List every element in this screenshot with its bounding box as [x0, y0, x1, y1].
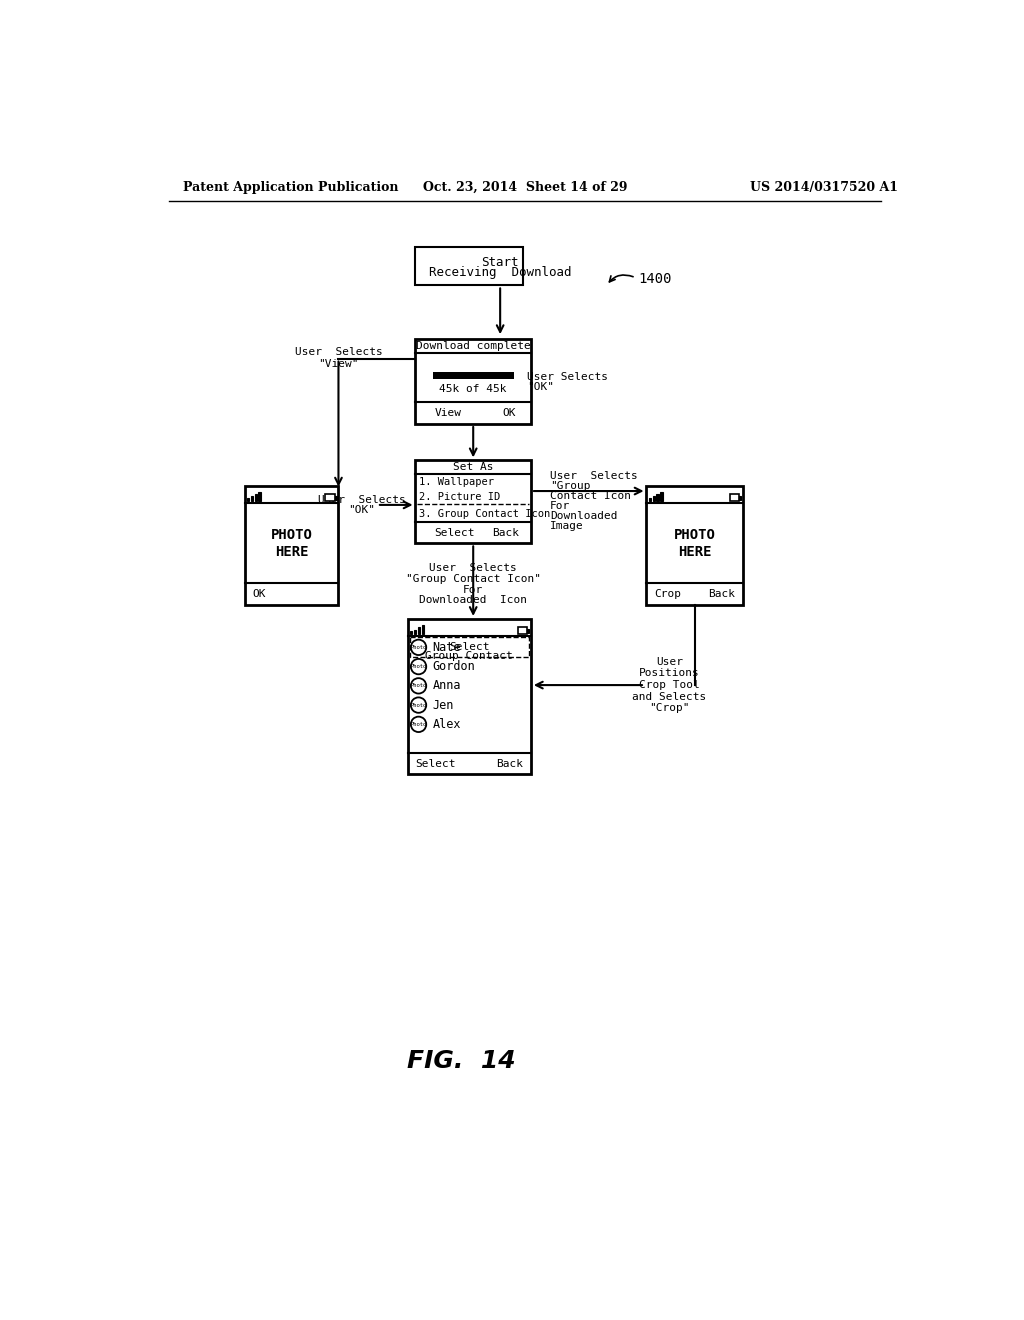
Text: Patent Application Publication: Patent Application Publication [183, 181, 398, 194]
Text: For: For [550, 500, 570, 511]
Text: Gordon: Gordon [432, 660, 475, 673]
Bar [414, 630, 416, 635]
Text: PHOTO
HERE: PHOTO HERE [270, 528, 312, 558]
Text: Set As: Set As [453, 462, 494, 473]
Text: 3. Group Contact Icon: 3. Group Contact Icon [419, 510, 551, 519]
Bar [408, 619, 531, 775]
Text: Select: Select [450, 642, 489, 652]
Text: "OK": "OK" [348, 506, 375, 515]
Text: Oct. 23, 2014  Sheet 14 of 29: Oct. 23, 2014 Sheet 14 of 29 [423, 181, 627, 194]
Bar [660, 492, 663, 502]
Text: Back: Back [493, 528, 519, 537]
Text: Photo: Photo [411, 684, 427, 688]
Text: Jen: Jen [432, 698, 454, 711]
Bar [518, 627, 527, 635]
Text: Receiving  Download: Receiving Download [429, 265, 571, 279]
Bar [326, 494, 335, 502]
Bar [739, 495, 741, 499]
Text: "OK": "OK" [527, 381, 554, 392]
Text: US 2014/0317520 A1: US 2014/0317520 A1 [750, 181, 898, 194]
Text: 2. Picture ID: 2. Picture ID [419, 492, 501, 502]
Bar [418, 627, 420, 635]
Text: Photo: Photo [411, 645, 427, 649]
Text: User
Positions
Crop Tool
and Selects
"Crop": User Positions Crop Tool and Selects "Cr… [633, 657, 707, 713]
Text: User Selects: User Selects [527, 372, 608, 381]
Text: 45k of 45k: 45k of 45k [439, 384, 507, 395]
Bar [258, 492, 261, 502]
Bar [652, 496, 655, 502]
Bar [335, 495, 337, 499]
Bar [416, 461, 531, 544]
Text: Contact Icon: Contact Icon [550, 491, 631, 500]
Text: OK: OK [252, 589, 265, 599]
Bar [646, 486, 742, 605]
Text: Back: Back [708, 589, 735, 599]
Bar [433, 372, 514, 379]
Text: Downloaded  Icon: Downloaded Icon [419, 595, 527, 606]
Text: Photo: Photo [411, 702, 427, 708]
Bar [527, 628, 529, 632]
Text: Group Contact: Group Contact [426, 651, 513, 661]
Text: User  Selects: User Selects [295, 347, 382, 358]
Bar [730, 494, 739, 502]
Bar [656, 494, 658, 502]
Text: Download complete: Download complete [416, 342, 530, 351]
Text: "Group: "Group [550, 480, 591, 491]
Text: Image: Image [550, 520, 584, 531]
Text: Crop: Crop [654, 589, 681, 599]
Bar [649, 498, 651, 502]
Text: "View": "View" [318, 359, 358, 370]
Text: Alex: Alex [432, 718, 461, 731]
Text: Select: Select [435, 528, 475, 537]
Text: User  Selects: User Selects [317, 495, 406, 506]
Bar [416, 247, 523, 285]
Bar [247, 498, 249, 502]
Text: 1400: 1400 [639, 272, 673, 286]
Bar [422, 626, 424, 635]
Text: Select: Select [416, 759, 456, 768]
Text: Anna: Anna [432, 680, 461, 693]
Text: Downloaded: Downloaded [550, 511, 617, 520]
Text: Start: Start [481, 256, 519, 269]
Text: "Group Contact Icon": "Group Contact Icon" [406, 574, 541, 583]
Text: View: View [435, 408, 462, 418]
Text: Back: Back [497, 759, 523, 768]
Text: PHOTO
HERE: PHOTO HERE [674, 528, 716, 558]
Text: FIG.  14: FIG. 14 [408, 1049, 516, 1073]
Text: Photo: Photo [411, 664, 427, 669]
Bar [251, 496, 253, 502]
Bar [410, 631, 413, 635]
Bar [255, 494, 257, 502]
Text: User  Selects: User Selects [429, 564, 517, 573]
Text: Nate: Nate [432, 640, 461, 653]
Text: User  Selects: User Selects [550, 471, 638, 480]
Text: OK: OK [502, 408, 515, 418]
Text: For: For [463, 585, 483, 594]
Bar [245, 486, 339, 605]
Bar [416, 339, 531, 424]
Text: 1. Wallpaper: 1. Wallpaper [419, 477, 495, 487]
Text: Photo: Photo [411, 722, 427, 727]
